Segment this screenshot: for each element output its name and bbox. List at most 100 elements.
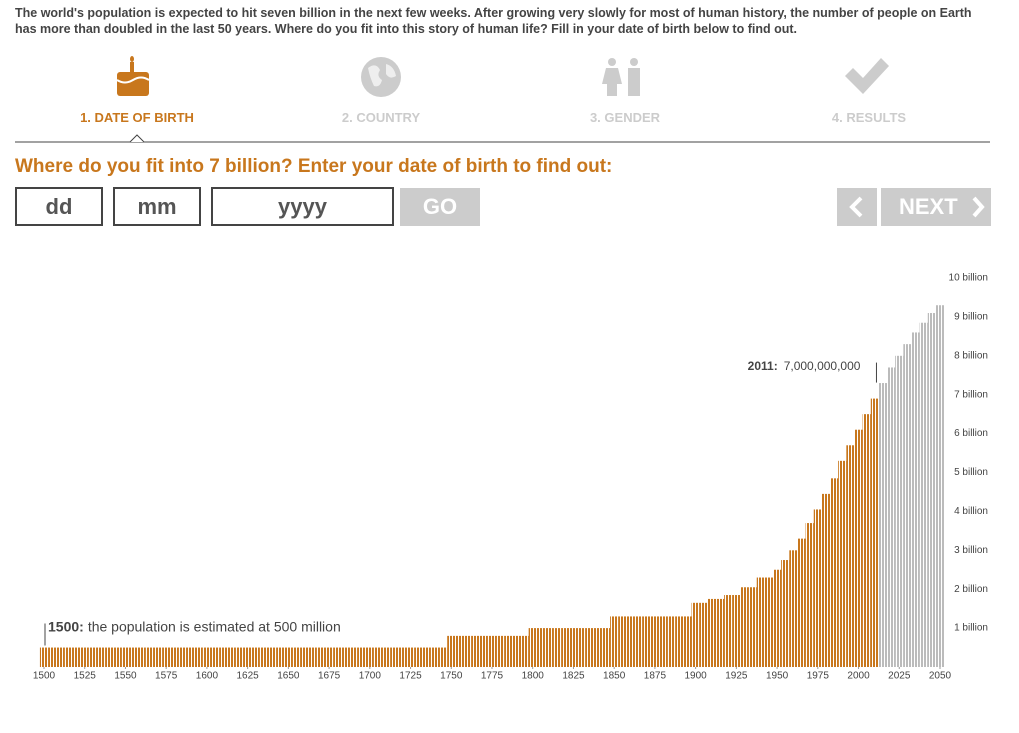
x-tick-label: 1700 bbox=[359, 671, 382, 682]
bar bbox=[194, 647, 203, 667]
bar bbox=[675, 616, 684, 667]
bar bbox=[716, 598, 725, 667]
bar bbox=[365, 647, 374, 667]
bar bbox=[227, 647, 236, 667]
next-label: NEXT bbox=[899, 194, 958, 219]
next-arrow bbox=[972, 196, 985, 218]
bar bbox=[797, 538, 806, 667]
x-tick-label: 1500 bbox=[33, 671, 56, 682]
bar bbox=[903, 344, 912, 667]
bar bbox=[390, 647, 399, 667]
annotation-text: the population is estimated at 500 milli… bbox=[88, 618, 341, 634]
y-tick-label: 9 billion bbox=[954, 312, 988, 323]
bar bbox=[773, 569, 782, 667]
bar bbox=[137, 647, 146, 667]
y-tick-label: 4 billion bbox=[954, 506, 988, 517]
go-button[interactable]: GO bbox=[400, 188, 480, 226]
bar bbox=[496, 635, 505, 667]
bar bbox=[707, 598, 716, 667]
bar bbox=[813, 509, 822, 667]
bar bbox=[748, 587, 757, 667]
bar bbox=[569, 628, 578, 667]
bar bbox=[479, 635, 488, 667]
x-tick-label: 1600 bbox=[196, 671, 219, 682]
bar bbox=[39, 647, 49, 667]
x-tick-label: 1550 bbox=[114, 671, 137, 682]
bar bbox=[667, 616, 676, 667]
x-tick-label: 1750 bbox=[440, 671, 463, 682]
bar bbox=[830, 478, 839, 667]
x-tick-label: 1725 bbox=[399, 671, 422, 682]
x-tick-label: 1525 bbox=[74, 671, 97, 682]
x-tick-label: 1925 bbox=[725, 671, 748, 682]
bar bbox=[919, 322, 928, 667]
step-label[interactable]: 4. RESULTS bbox=[831, 110, 907, 125]
y-tick-label: 7 billion bbox=[954, 389, 988, 400]
bar bbox=[333, 647, 342, 667]
bar bbox=[170, 647, 179, 667]
bar bbox=[64, 647, 73, 667]
bar bbox=[113, 647, 122, 667]
bar bbox=[129, 647, 138, 667]
bar bbox=[487, 635, 497, 667]
bar bbox=[528, 628, 537, 667]
bar bbox=[732, 595, 741, 667]
y-tick-label: 8 billion bbox=[954, 350, 988, 361]
month-input[interactable]: mm bbox=[113, 187, 201, 226]
bar bbox=[153, 647, 163, 667]
bar bbox=[585, 628, 594, 667]
bar bbox=[854, 429, 863, 667]
annotation-label: 2011: bbox=[748, 359, 778, 373]
bar bbox=[439, 647, 448, 667]
bar bbox=[202, 647, 211, 667]
step-label[interactable]: 1. DATE OF BIRTH bbox=[80, 110, 194, 125]
x-tick-label: 1650 bbox=[277, 671, 300, 682]
bar bbox=[577, 628, 586, 667]
bar bbox=[789, 550, 798, 667]
x-tick-label: 1675 bbox=[318, 671, 341, 682]
x-tick-label: 2050 bbox=[929, 671, 952, 682]
bar bbox=[756, 577, 765, 667]
x-tick-label: 1625 bbox=[237, 671, 260, 682]
bar bbox=[610, 616, 619, 667]
bar bbox=[781, 560, 790, 667]
check-icon bbox=[845, 58, 889, 94]
bar bbox=[300, 647, 309, 667]
bar bbox=[724, 595, 733, 667]
x-tick-label: 1825 bbox=[562, 671, 585, 682]
y-tick-label: 3 billion bbox=[954, 545, 988, 556]
bar bbox=[292, 647, 301, 667]
globe-icon bbox=[361, 57, 401, 97]
x-tick-label: 1800 bbox=[522, 671, 545, 682]
bar bbox=[821, 493, 831, 667]
bar bbox=[430, 647, 440, 667]
bar bbox=[626, 616, 635, 667]
bar bbox=[178, 647, 187, 667]
bar bbox=[406, 647, 415, 667]
x-tick-label: 1850 bbox=[603, 671, 626, 682]
bar bbox=[414, 647, 423, 667]
bar bbox=[349, 647, 358, 667]
bar bbox=[764, 577, 774, 667]
bar bbox=[162, 647, 171, 667]
bar bbox=[650, 616, 659, 667]
bar bbox=[544, 628, 554, 667]
bar bbox=[341, 647, 350, 667]
step-icons bbox=[15, 56, 990, 143]
bar bbox=[463, 635, 472, 667]
bar bbox=[88, 647, 97, 667]
bar bbox=[887, 367, 896, 667]
year-input[interactable]: yyyy bbox=[211, 187, 394, 226]
step-label[interactable]: 3. GENDER bbox=[589, 110, 661, 125]
bar bbox=[870, 398, 879, 667]
bar bbox=[48, 647, 57, 667]
day-input[interactable]: dd bbox=[15, 187, 103, 226]
bar bbox=[145, 647, 154, 667]
step-label[interactable]: 2. COUNTRY bbox=[341, 110, 421, 125]
bar bbox=[455, 635, 464, 667]
next-button[interactable]: NEXT bbox=[881, 188, 991, 226]
annotation-text: 7,000,000,000 bbox=[784, 359, 861, 373]
prev-button[interactable] bbox=[837, 188, 877, 226]
bar bbox=[895, 355, 904, 667]
bar bbox=[601, 628, 611, 667]
